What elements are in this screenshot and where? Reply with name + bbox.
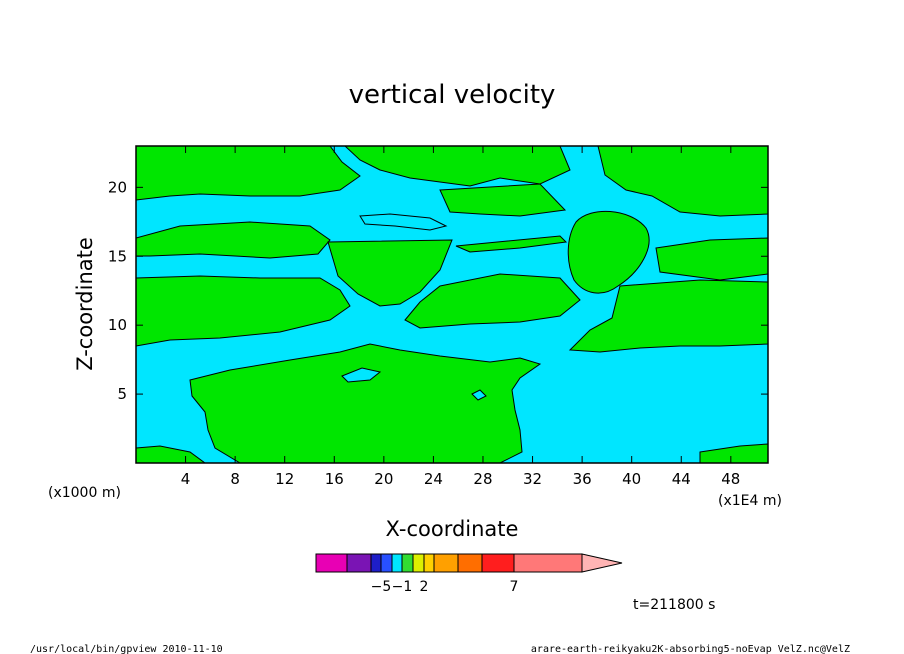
x-tick-label: 44 [672, 470, 691, 488]
footer-left: /usr/local/bin/gpview 2010-11-10 [30, 644, 223, 654]
x-unit-label: (x1E4 m) [718, 493, 782, 509]
colorbar-cell [346, 553, 372, 573]
colorbar-cell [412, 553, 425, 573]
contour-region-positive-upper [136, 146, 361, 201]
colorbar-labels: −5 −1 2 7 [371, 579, 519, 595]
colorbar-cell [433, 553, 459, 573]
colorbar-arrow [581, 553, 623, 573]
contour-region-positive-thin-band [455, 235, 568, 253]
x-tick-label: 36 [573, 470, 592, 488]
colorbar-cell [513, 553, 583, 573]
contour-region-positive-lens-left [327, 239, 453, 307]
footer-right: arare-earth-reikyaku2K-absorbing5-noEvap… [531, 644, 850, 654]
x-tick-label: 32 [523, 470, 542, 488]
x-axis-ticks: 4 8 12 16 20 24 28 32 36 40 44 48 [181, 146, 740, 488]
chart-title: vertical velocity [349, 80, 556, 110]
colorbar-tick-label: −5 [371, 579, 392, 595]
colorbar-cell [423, 553, 435, 573]
x-tick-label: 40 [622, 470, 641, 488]
y-unit-label: (x1000 m) [48, 485, 121, 501]
y-tick-label: 20 [108, 178, 127, 196]
y-tick-label: 15 [108, 247, 127, 265]
y-tick-label: 10 [108, 316, 127, 334]
colorbar-cell [457, 553, 483, 573]
contour-region-positive-bottom-right [699, 443, 768, 463]
contour-region-positive-upper-right [344, 146, 571, 187]
contour-region-positive-mid-right [568, 279, 768, 353]
contour-region-positive-mid-center [404, 273, 581, 329]
x-tick-label: 48 [721, 470, 740, 488]
colorbar-cell [380, 553, 393, 573]
colorbar-cell [481, 553, 515, 573]
colorbar-cell [370, 553, 382, 573]
colorbar [315, 553, 623, 573]
contour-region-positive-left-band [136, 221, 331, 259]
contour-region-negative-patch-2 [471, 389, 487, 401]
y-tick-label: 5 [117, 385, 127, 403]
contour-region-positive-mid-left [136, 275, 351, 347]
contour-region-positive-lower [189, 343, 542, 463]
contour-region-positive-upper-mid [439, 183, 567, 217]
contour-region-positive-top-right [597, 146, 768, 217]
colorbar-tick-label: −1 [392, 579, 413, 595]
x-tick-label: 20 [374, 470, 393, 488]
contour-region-positive-right-band [655, 237, 768, 281]
contour-region-positive-bottom-left [136, 445, 206, 463]
y-axis-label: Z-coordinate [73, 237, 97, 371]
contour-region-negative-patch-3 [359, 213, 448, 231]
contour-region-positive-ellipse-right [567, 210, 650, 294]
contour-region-negative-patch-1 [341, 367, 382, 383]
x-axis-label: X-coordinate [386, 517, 519, 541]
colorbar-tick-label: 7 [510, 579, 519, 595]
x-tick-label: 8 [230, 470, 240, 488]
time-label: t=211800 s [633, 597, 715, 613]
plot-area [136, 146, 768, 463]
x-tick-label: 24 [424, 470, 443, 488]
x-tick-label: 12 [275, 470, 294, 488]
y-axis-ticks: 5 10 15 20 [108, 178, 768, 403]
x-tick-label: 4 [181, 470, 191, 488]
x-tick-label: 28 [473, 470, 492, 488]
colorbar-tick-label: 2 [420, 579, 429, 595]
x-tick-label: 16 [325, 470, 344, 488]
colorbar-cell [315, 553, 348, 573]
colorbar-cell [391, 553, 403, 573]
plot-frame [135, 145, 769, 464]
colorbar-cell [401, 553, 414, 573]
